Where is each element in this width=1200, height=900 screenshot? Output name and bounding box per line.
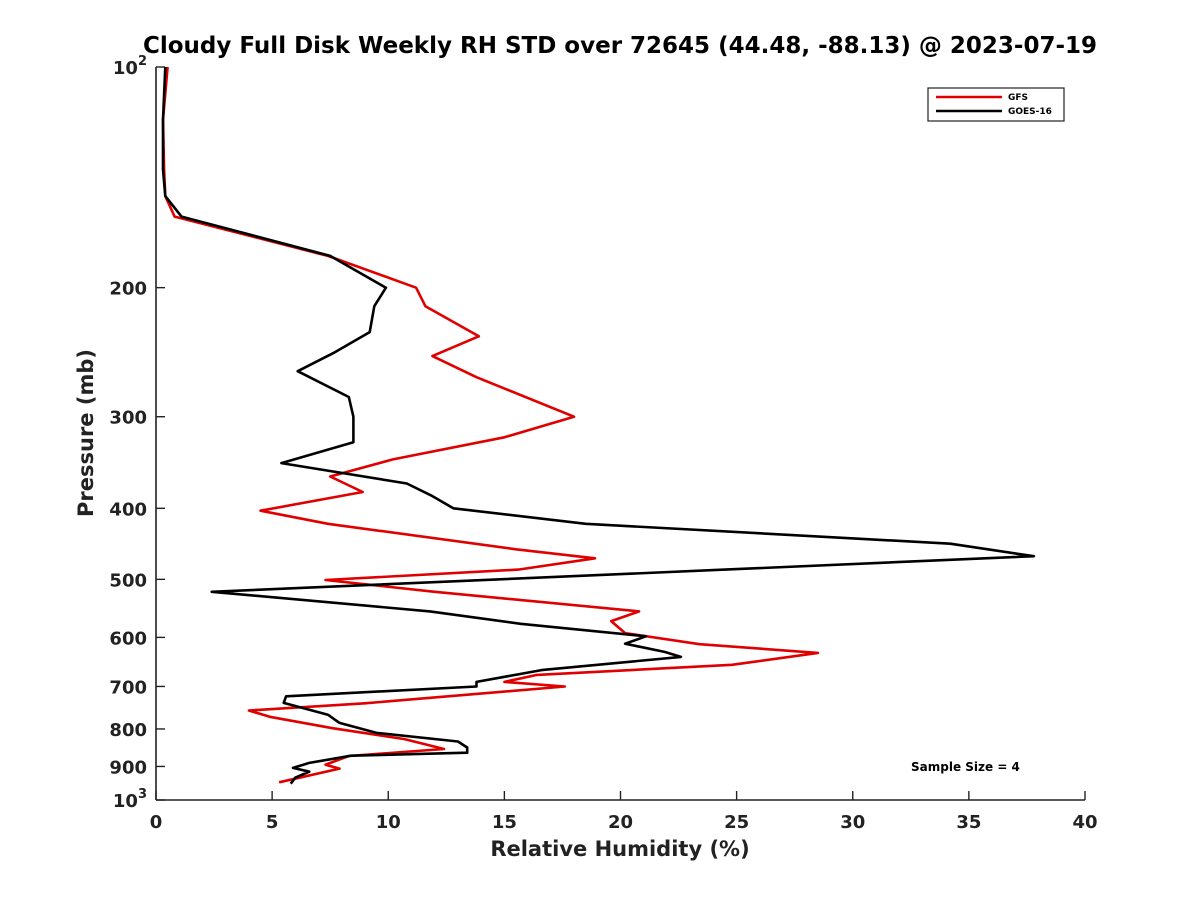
- y-tick-base: 10: [113, 791, 138, 812]
- x-tick-label: 30: [840, 812, 865, 833]
- x-tick-label: 15: [492, 812, 517, 833]
- y-tick-label: 400: [109, 499, 147, 520]
- legend-label-gfs: GFS: [1008, 93, 1028, 103]
- series-line-gfs: [161, 66, 820, 784]
- x-tick-label: 25: [724, 812, 749, 833]
- x-tick-label: 0: [150, 812, 163, 833]
- y-axis-label: Pressure (mb): [74, 349, 98, 517]
- y-tick-label: 900: [109, 757, 147, 778]
- series-line-goes-16: [161, 66, 1036, 785]
- y-tick-label: 600: [109, 628, 147, 649]
- x-tick-label: 5: [266, 812, 279, 833]
- y-tick-label: 300: [109, 408, 147, 429]
- legend: GFS GOES-16: [927, 87, 1065, 122]
- plot-area: 0 5 10 15 20 25 30 35 40 10220030040050060070080…: [109, 54, 1097, 833]
- y-tick-base: 10: [113, 58, 138, 79]
- sample-size-annotation: Sample Size = 4: [911, 760, 1020, 774]
- x-axis-label: Relative Humidity (%): [490, 837, 749, 861]
- x-tick-label: 35: [956, 812, 981, 833]
- y-tick-label: 102: [113, 54, 147, 79]
- y-tick-label: 800: [109, 720, 147, 741]
- legend-label-goes-16: GOES-16: [1008, 107, 1052, 117]
- y-tick-label: 700: [109, 677, 147, 698]
- chart-title: Cloudy Full Disk Weekly RH STD over 7264…: [143, 33, 1097, 59]
- y-tick-exponent: 2: [138, 54, 147, 69]
- y-tick-label: 200: [109, 279, 147, 300]
- y-tick-exponent: 3: [138, 787, 147, 802]
- x-ticks: 0 5 10 15 20 25 30 35 40: [150, 791, 1098, 833]
- y-tick-label: 500: [109, 570, 147, 591]
- legend-box: [927, 87, 1065, 122]
- x-tick-label: 10: [376, 812, 401, 833]
- x-tick-label: 20: [608, 812, 633, 833]
- series-lines: [161, 66, 1036, 785]
- y-tick-label: 103: [113, 787, 147, 812]
- x-tick-label: 40: [1072, 812, 1097, 833]
